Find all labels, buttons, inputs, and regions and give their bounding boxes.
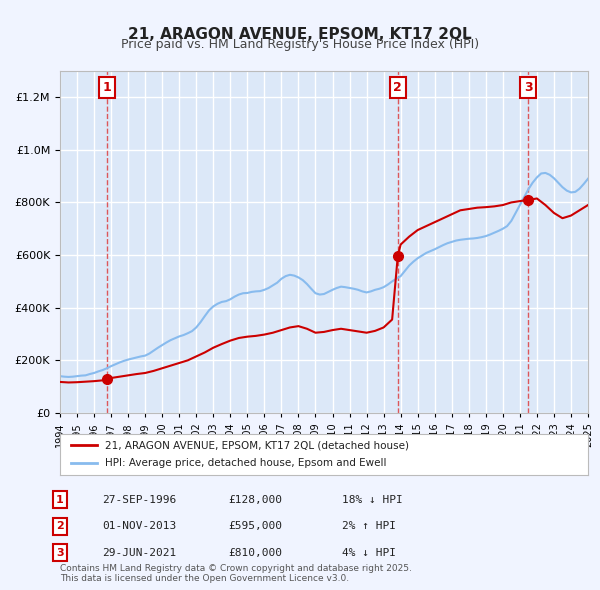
Text: 27-SEP-1996: 27-SEP-1996: [102, 495, 176, 504]
Text: 2: 2: [394, 81, 402, 94]
Text: 4% ↓ HPI: 4% ↓ HPI: [342, 548, 396, 558]
Text: 2: 2: [56, 522, 64, 531]
Text: 18% ↓ HPI: 18% ↓ HPI: [342, 495, 403, 504]
Text: Contains HM Land Registry data © Crown copyright and database right 2025.
This d: Contains HM Land Registry data © Crown c…: [60, 563, 412, 583]
Text: £595,000: £595,000: [228, 522, 282, 531]
Text: 01-NOV-2013: 01-NOV-2013: [102, 522, 176, 531]
Text: 1: 1: [103, 81, 111, 94]
Text: 2% ↑ HPI: 2% ↑ HPI: [342, 522, 396, 531]
Text: 29-JUN-2021: 29-JUN-2021: [102, 548, 176, 558]
Text: £810,000: £810,000: [228, 548, 282, 558]
Text: 21, ARAGON AVENUE, EPSOM, KT17 2QL (detached house): 21, ARAGON AVENUE, EPSOM, KT17 2QL (deta…: [105, 440, 409, 450]
Text: 21, ARAGON AVENUE, EPSOM, KT17 2QL: 21, ARAGON AVENUE, EPSOM, KT17 2QL: [128, 27, 472, 41]
Text: 1: 1: [56, 495, 64, 504]
Text: HPI: Average price, detached house, Epsom and Ewell: HPI: Average price, detached house, Epso…: [105, 458, 386, 468]
Text: Price paid vs. HM Land Registry's House Price Index (HPI): Price paid vs. HM Land Registry's House …: [121, 38, 479, 51]
Text: £128,000: £128,000: [228, 495, 282, 504]
Text: 3: 3: [524, 81, 533, 94]
Text: 3: 3: [56, 548, 64, 558]
